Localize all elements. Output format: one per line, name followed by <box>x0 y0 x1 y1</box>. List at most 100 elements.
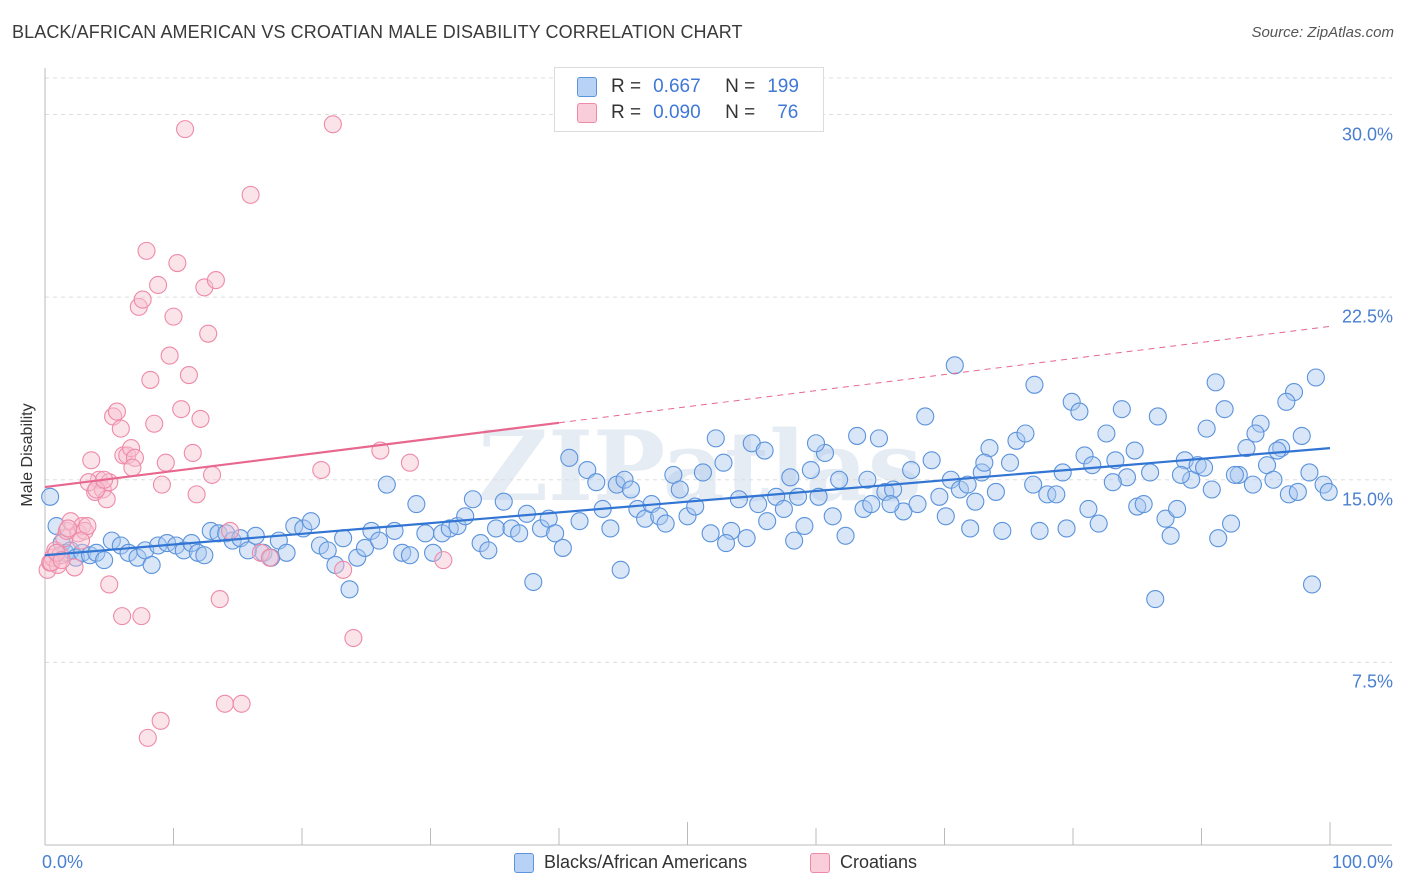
n-value: 199 <box>767 76 799 97</box>
x-tick-label-min: 0.0% <box>42 852 84 872</box>
blacks-data-point <box>930 487 949 506</box>
croatians-data-point <box>334 560 353 579</box>
blacks-data-point <box>1284 383 1304 402</box>
blacks-data-point <box>1206 373 1225 392</box>
blacks-data-point <box>1209 529 1228 548</box>
croatians-data-point <box>176 120 195 139</box>
croatians-data-point <box>251 543 270 562</box>
croatians-data-point <box>241 185 260 204</box>
blacks-data-point <box>1083 456 1102 475</box>
blacks-data-point <box>714 453 733 472</box>
blacks-data-point <box>1024 475 1043 494</box>
blacks-data-point <box>416 524 435 543</box>
blacks-data-point <box>823 507 842 526</box>
blacks-data-point <box>781 468 800 487</box>
blacks-data-point <box>1156 509 1175 528</box>
blacks-data-point <box>1268 441 1287 460</box>
blacks-data-point <box>1292 426 1311 445</box>
blacks-data-point <box>128 548 147 567</box>
blacks-data-point <box>1000 453 1020 472</box>
blacks-data-point <box>524 572 543 592</box>
blacks-data-point <box>370 531 389 550</box>
blacks-data-point <box>1215 400 1234 419</box>
blacks-data-point <box>553 538 572 557</box>
blacks-data-point <box>546 524 565 543</box>
pink-swatch <box>577 103 597 123</box>
blacks-data-point <box>869 429 889 448</box>
blue-swatch <box>577 77 597 97</box>
croatians-data-point <box>149 275 168 295</box>
blacks-data-point <box>1246 424 1265 443</box>
blacks-data-point <box>1229 465 1248 484</box>
y-tick-label: 7.5% <box>1351 671 1393 692</box>
croatians-data-point <box>133 290 152 309</box>
blacks-data-point <box>1171 465 1190 484</box>
blacks-data-point <box>862 495 881 514</box>
croatians-data-point <box>323 115 342 134</box>
croatians-data-point <box>199 324 218 343</box>
blacks-data-point <box>41 487 60 506</box>
blacks-data-point <box>1243 475 1262 494</box>
legend-label: Blacks/African Americans <box>544 852 748 872</box>
legend-item-croatians: Croatians <box>810 852 917 873</box>
croatians-data-point <box>132 607 151 626</box>
croatians-data-point <box>71 531 91 550</box>
legend-item-blacks: Blacks/African Americans <box>514 852 747 873</box>
blacks-data-point <box>578 460 597 480</box>
blacks-data-point <box>916 407 935 426</box>
blacks-data-point <box>806 434 826 453</box>
blacks-data-point <box>848 426 867 445</box>
blacks-data-point <box>656 514 675 533</box>
blacks-data-point <box>1237 439 1256 458</box>
blacks-data-point <box>830 470 849 489</box>
r-value: 0.667 <box>653 76 701 97</box>
blacks-data-point <box>1319 482 1338 501</box>
croatians-data-point <box>137 241 156 260</box>
blacks-data-point <box>1112 400 1131 419</box>
croatians-data-point <box>156 453 175 472</box>
croatians-data-point <box>113 607 132 626</box>
croatians-data-point <box>434 551 453 570</box>
blacks-data-point <box>340 580 359 599</box>
blacks-trend-line <box>44 447 1331 557</box>
blacks-data-point <box>1047 485 1066 504</box>
blacks-data-point <box>1148 407 1167 426</box>
croatians-data-point <box>164 307 183 326</box>
blacks-data-point <box>975 453 994 472</box>
blacks-data-point <box>1053 463 1072 482</box>
croatians-data-point <box>179 366 198 385</box>
blacks-data-point <box>277 543 296 562</box>
blacks-data-point <box>701 524 720 543</box>
blacks-data-point <box>749 495 768 514</box>
blacks-data-point <box>494 492 513 511</box>
blacks-data-point <box>1225 465 1244 484</box>
croatians-data-point <box>111 419 130 438</box>
blacks-data-point <box>706 429 725 448</box>
blacks-data-point <box>1300 463 1319 482</box>
blacks-data-point <box>1103 473 1122 492</box>
croatians-data-point <box>220 521 240 540</box>
croatians-trend-line <box>44 421 560 489</box>
blacks-data-point <box>1125 441 1144 460</box>
blacks-data-point <box>1146 590 1165 609</box>
blacks-data-point <box>463 490 482 509</box>
blacks-data-point <box>456 507 475 526</box>
blacks-data-point <box>1016 424 1035 443</box>
blacks-data-point <box>142 555 161 575</box>
blacks-data-point <box>1079 499 1098 519</box>
blacks-data-point <box>650 507 669 526</box>
blacks-data-point <box>570 512 589 531</box>
croatians-data-point <box>152 475 171 494</box>
croatians-data-point <box>187 485 206 504</box>
croatians-data-point <box>122 439 141 458</box>
croatians-data-point <box>160 346 179 365</box>
croatians-data-point <box>82 451 101 470</box>
blacks-data-point <box>1306 368 1325 387</box>
blacks-data-point <box>986 482 1005 501</box>
blacks-data-point <box>355 538 375 557</box>
blacks-data-point <box>795 516 814 536</box>
blacks-data-point <box>1202 480 1221 499</box>
blacks-data-point <box>758 512 777 531</box>
blacks-data-point <box>801 460 820 480</box>
croatians-trend-extrapolation <box>558 325 1331 424</box>
